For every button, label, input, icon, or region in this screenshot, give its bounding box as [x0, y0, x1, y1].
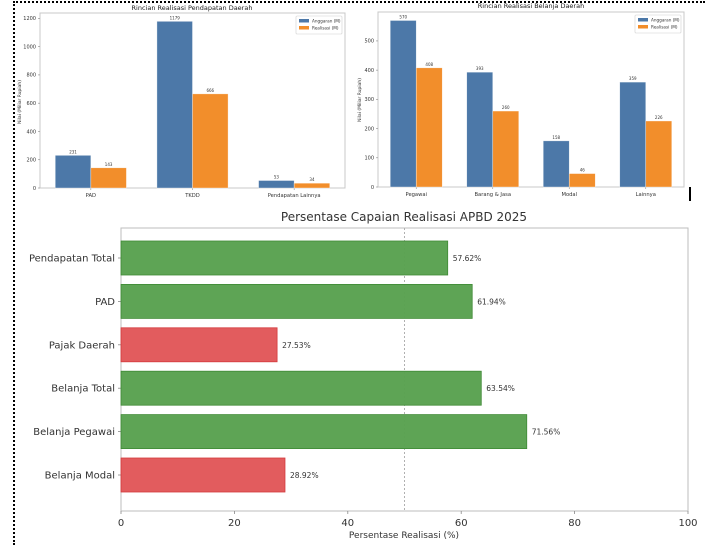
x-tick-label: 80: [568, 518, 581, 529]
bar-realisasi: [293, 182, 331, 189]
y-tick-label: 800: [26, 73, 36, 79]
bar-value-label: 27.53%: [282, 341, 311, 350]
bar-value-label: 71.56%: [532, 428, 561, 437]
y-tick-label: 400: [364, 68, 374, 74]
bar-value-label: 408: [425, 62, 433, 67]
x-tick-label: Pegawai: [406, 192, 427, 198]
legend-label: Realisasi (M): [651, 25, 678, 30]
bar-value-label: 570: [399, 14, 407, 19]
dotted-frame-top: [13, 1, 705, 3]
bar-value-label: 61.94%: [477, 297, 506, 306]
legend-swatch-realisasi: [638, 25, 648, 29]
bar-pad: [120, 283, 473, 319]
y-tick-label: 300: [364, 97, 374, 103]
x-tick-label: PAD: [86, 193, 96, 199]
chart-title: Rincian Realisasi Belanja Daerah: [478, 2, 584, 10]
bar-realisasi: [645, 120, 673, 188]
bar-value-label: 34: [309, 177, 315, 182]
y-tick-label: Belanja Pegawai: [33, 427, 115, 438]
bar-value-label: 1179: [170, 15, 181, 20]
legend-swatch-anggaran: [299, 19, 309, 23]
y-tick-label: 600: [26, 101, 36, 107]
legend-label: Anggaran (M): [312, 19, 341, 24]
bar-anggaran: [258, 180, 295, 189]
bar-value-label: 231: [69, 149, 77, 154]
x-tick-label: Barang & Jasa: [474, 192, 511, 198]
y-tick-label: Pendapatan Total: [29, 254, 115, 265]
bar-pajak-daerah: [120, 327, 278, 363]
x-tick-label: Modal: [561, 192, 577, 198]
x-tick-label: 20: [228, 518, 241, 529]
y-tick-label: 200: [26, 158, 36, 164]
y-tick-label: 100: [364, 156, 374, 162]
bar-belanja-pegawai: [120, 414, 528, 450]
y-tick-label: Belanja Total: [51, 384, 115, 395]
y-axis-label: Nilai (Miliar Rupiah): [357, 78, 363, 122]
x-axis-label: Persentase Realisasi (%): [349, 531, 459, 541]
legend-swatch-realisasi: [299, 26, 309, 30]
bar-value-label: 57.62%: [453, 254, 482, 263]
bar-anggaran: [466, 71, 494, 188]
y-axis-label: Nilai (Miliar Rupiah): [17, 80, 23, 124]
y-tick-label: 200: [364, 126, 374, 132]
bar-belanja-total: [120, 370, 482, 406]
bar-anggaran: [156, 21, 193, 189]
x-tick-label: 40: [341, 518, 354, 529]
y-tick-label: PAD: [95, 297, 115, 308]
legend: Anggaran (M) Realisasi (M): [295, 15, 343, 35]
y-tick-label: 0: [33, 186, 36, 192]
y-tick-label: 1200: [23, 16, 36, 22]
x-tick-label: 0: [118, 518, 124, 529]
bar-value-label: 260: [502, 105, 510, 110]
bar-value-label: 359: [629, 76, 637, 81]
chart-title: Persentase Capaian Realisasi APBD 2025: [281, 210, 527, 224]
y-tick-label: 400: [26, 129, 36, 135]
bar-value-label: 226: [655, 115, 663, 120]
chart-persentase: Persentase Capaian Realisasi APBD 2025 P…: [29, 210, 698, 541]
bar-value-label: 46: [580, 168, 586, 173]
bar-realisasi: [90, 167, 127, 189]
x-tick-label: Lainnya: [636, 192, 656, 198]
bar-value-label: 28.92%: [290, 471, 319, 480]
y-tick-label: 0: [371, 185, 374, 191]
bar-value-label: 666: [206, 88, 214, 93]
bar-realisasi: [192, 93, 229, 189]
bar-value-label: 63.54%: [486, 384, 515, 393]
x-tick-label: 100: [678, 518, 697, 529]
bar-anggaran: [542, 140, 570, 188]
dotted-frame-left: [13, 1, 15, 545]
bar-realisasi: [492, 110, 520, 188]
bar-value-label: 53: [274, 175, 280, 180]
x-tick-label: TKDD: [184, 193, 200, 199]
y-tick-label: Belanja Modal: [45, 471, 115, 482]
y-tick-label: 500: [364, 39, 374, 45]
chart-pendapatan: Rincian Realisasi Pendapatan Daerah Nila…: [17, 4, 346, 199]
chart-title: Rincian Realisasi Pendapatan Daerah: [132, 4, 253, 12]
bar-value-label: 143: [105, 162, 113, 167]
legend-label: Realisasi (M): [312, 26, 339, 31]
bar-realisasi: [568, 173, 596, 188]
bar-belanja-modal: [120, 457, 286, 493]
legend: Anggaran (M) Realisasi (M): [634, 14, 682, 34]
x-tick-label: 60: [455, 518, 468, 529]
bar-anggaran: [619, 81, 647, 188]
bar-realisasi: [415, 67, 443, 188]
x-tick-label: Pendapatan Lainnya: [268, 193, 321, 199]
legend-label: Anggaran (M): [651, 18, 680, 23]
chart-belanja: Rincian Realisasi Belanja Daerah Nilai (…: [357, 2, 685, 198]
y-tick-label: 1000: [23, 44, 36, 50]
bar-value-label: 393: [476, 66, 484, 71]
bar-anggaran: [389, 20, 417, 188]
y-tick-label: Pajak Daerah: [49, 340, 115, 351]
bar-pendapatan-total: [120, 240, 449, 276]
text-cursor: [689, 187, 691, 201]
legend-swatch-anggaran: [638, 18, 648, 22]
bar-anggaran: [54, 155, 92, 189]
bar-value-label: 158: [552, 135, 560, 140]
